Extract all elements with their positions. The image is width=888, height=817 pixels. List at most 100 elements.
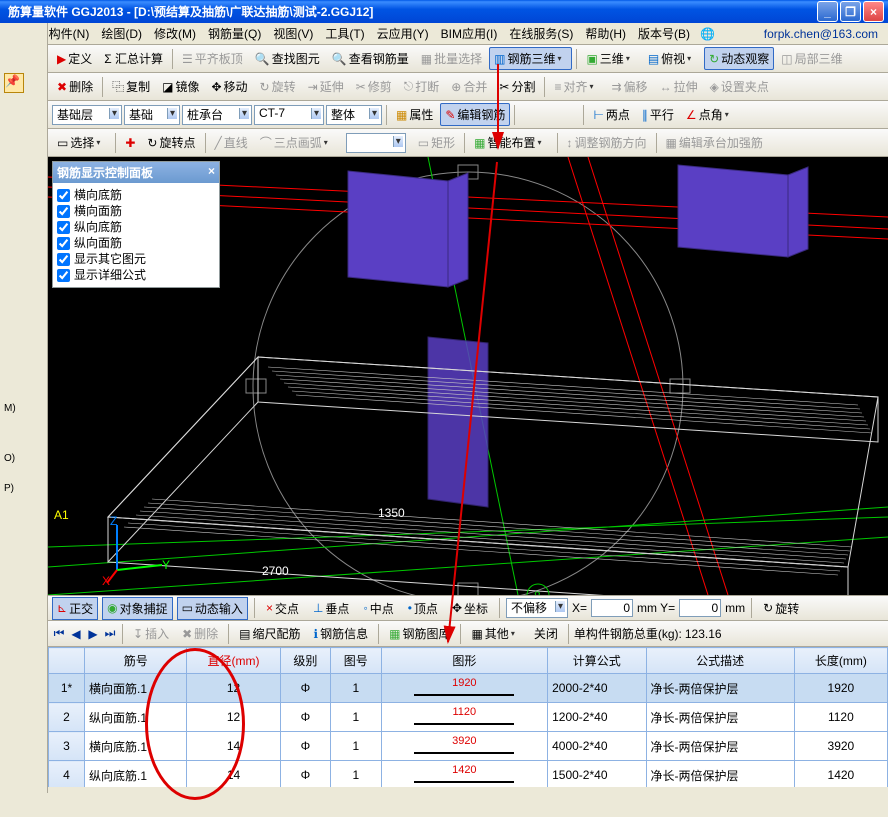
properties-button[interactable]: ▦属性 [391, 103, 438, 126]
view-3d-button[interactable]: ▣三维▾ [581, 47, 640, 70]
set-grip-button[interactable]: ◈设置夹点 [705, 75, 774, 98]
flat-top-button[interactable]: ☰平齐板顶 [177, 47, 248, 70]
category-dropdown[interactable]: 基础 [124, 105, 180, 125]
viewport-3d[interactable]: 1350 2700 A1 8 Z Y X 钢筋显示控制面板× 横向底筋横向面筋纵… [48, 157, 888, 595]
extend-button[interactable]: ⇥延伸 [303, 75, 349, 98]
panel-checkbox[interactable]: 显示其它图元 [57, 251, 215, 267]
panel-close-icon[interactable]: × [208, 164, 215, 181]
rect-button[interactable]: ▭矩形 [413, 131, 460, 154]
rebar-3d-button[interactable]: ▥钢筋三维▾ [489, 47, 572, 70]
column-header[interactable]: 公式描述 [646, 648, 794, 674]
rebar-library-button[interactable]: ▦钢筋图库 [384, 622, 455, 645]
maximize-button[interactable]: ❐ [840, 1, 861, 22]
dyninput-toggle[interactable]: ▭动态输入 [177, 597, 248, 620]
rebar-info-button[interactable]: ℹ钢筋信息 [309, 622, 374, 645]
column-header[interactable]: 计算公式 [548, 648, 646, 674]
rebar-display-panel[interactable]: 钢筋显示控制面板× 横向底筋横向面筋纵向底筋纵向面筋显示其它图元显示详细公式 [52, 161, 220, 288]
menu-item[interactable]: 钢筋量(Q) [202, 27, 267, 41]
panel-checkbox[interactable]: 横向底筋 [57, 187, 215, 203]
menu-item[interactable]: 修改(M) [148, 27, 202, 41]
define-button[interactable]: ▶定义 [52, 47, 97, 70]
scale-rebar-button[interactable]: ▤缩尺配筋 [234, 622, 305, 645]
rotate-toggle[interactable]: ↻旋转 [758, 597, 804, 620]
merge-button[interactable]: ⊕合并 [446, 75, 492, 98]
table-row[interactable]: 2纵向面筋.112Φ111201200-2*40净长-两倍保护层1120 [49, 703, 888, 732]
pin-icon[interactable]: 📌 [4, 73, 24, 93]
mirror-button[interactable]: ◪镜像 [157, 75, 204, 98]
check-rebar-button[interactable]: 🔍查看钢筋量 [327, 47, 414, 70]
minimize-button[interactable]: _ [817, 1, 838, 22]
rebar-grid[interactable]: 筋号直径(mm)级别图号图形计算公式公式描述长度(mm) 1*横向面筋.112Φ… [48, 647, 888, 787]
move-button[interactable]: ✥移动 [206, 75, 252, 98]
select-button[interactable]: ▭选择▾ [52, 131, 111, 154]
two-point-button[interactable]: ⊢两点 [588, 103, 634, 126]
dot-angle-button[interactable]: ∠点角 ▾ [681, 103, 740, 126]
panel-checkbox[interactable]: 显示详细公式 [57, 267, 215, 283]
nav-prev[interactable]: ◀ [69, 627, 83, 641]
local-3d-button[interactable]: ◫局部三维 [776, 47, 847, 70]
panel-checkbox[interactable]: 纵向面筋 [57, 235, 215, 251]
close-grid-button[interactable]: 关闭 [529, 622, 563, 645]
menu-item[interactable]: 绘图(D) [95, 27, 148, 41]
parallel-button[interactable]: ∥平行 [637, 103, 679, 126]
snap-coord[interactable]: ✥坐标 [447, 597, 493, 620]
smart-layout-button[interactable]: ▦智能布置▾ [469, 131, 552, 154]
ortho-toggle[interactable]: ⊾正交 [52, 597, 98, 620]
nav-next[interactable]: ▶ [86, 627, 100, 641]
column-header[interactable]: 直径(mm) [187, 648, 280, 674]
menu-item[interactable]: 帮助(H) [579, 27, 632, 41]
panel-header[interactable]: 钢筋显示控制面板× [53, 162, 219, 183]
cloud-icon[interactable]: 🌐 [700, 27, 715, 41]
snap-intersect[interactable]: ×交点 [261, 597, 304, 620]
panel-checkbox[interactable]: 纵向底筋 [57, 219, 215, 235]
batch-select-button[interactable]: ▦批量选择 [416, 47, 487, 70]
menu-item[interactable]: 视图(V) [267, 27, 319, 41]
stretch-button[interactable]: ↔拉伸 [655, 75, 703, 98]
table-row[interactable]: 1*横向面筋.112Φ119202000-2*40净长-两倍保护层1920 [49, 674, 888, 703]
snap-end[interactable]: •顶点 [403, 597, 443, 620]
grid-delete-button[interactable]: ✖删除 [177, 622, 223, 645]
component-dropdown[interactable]: CT-7 [254, 105, 324, 125]
y-input[interactable] [679, 599, 721, 617]
copy-button[interactable]: ⿻复制 [107, 75, 155, 98]
column-header[interactable]: 图号 [331, 648, 381, 674]
dropdown-button[interactable] [341, 130, 411, 156]
panel-checkbox[interactable]: 横向面筋 [57, 203, 215, 219]
line-button[interactable]: ╱直线 [210, 131, 253, 154]
snap-perp[interactable]: ⊥垂点 [308, 597, 354, 620]
osnap-toggle[interactable]: ◉对象捕捉 [102, 597, 173, 620]
find-element-button[interactable]: 🔍查找图元 [250, 47, 325, 70]
type-dropdown[interactable]: 桩承台 [182, 105, 252, 125]
layer-dropdown[interactable]: 基础层 [52, 105, 122, 125]
edit-rebar-button[interactable]: ✎编辑钢筋 [440, 103, 510, 126]
nav-first[interactable]: ⏮ [52, 626, 66, 641]
menu-item[interactable]: 在线服务(S) [503, 27, 579, 41]
column-header[interactable]: 图形 [381, 648, 548, 674]
trim-button[interactable]: ✂修剪 [351, 75, 397, 98]
menu-item[interactable]: 构件(N) [43, 27, 96, 41]
snap-mid[interactable]: ◦中点 [358, 597, 398, 620]
rotate-point-button[interactable]: ↻旋转点 [142, 131, 200, 154]
delete-button[interactable]: ✖删除 [52, 75, 98, 98]
table-row[interactable]: 4纵向底筋.114Φ114201500-2*40净长-两倍保护层1420 [49, 761, 888, 788]
nav-last[interactable]: ⏭ [103, 626, 117, 641]
column-header[interactable]: 筋号 [85, 648, 187, 674]
reinforce-button[interactable]: ▦编辑承台加强筋 [661, 131, 768, 154]
column-header[interactable]: 级别 [280, 648, 330, 674]
perspective-button[interactable]: ▤俯视▾ [643, 47, 702, 70]
grid-insert-button[interactable]: ↧插入 [128, 622, 174, 645]
menu-item[interactable]: 云应用(Y) [371, 27, 435, 41]
offset-button[interactable]: ⇉偏移 [606, 75, 652, 98]
align-button[interactable]: ≡对齐▾ [549, 75, 604, 98]
other-button[interactable]: ▦其他▾ [466, 622, 525, 645]
summary-button[interactable]: Σ 汇总计算 [99, 47, 168, 70]
table-row[interactable]: 3横向底筋.114Φ139204000-2*40净长-两倍保护层3920 [49, 732, 888, 761]
dynamic-observe-button[interactable]: ↻动态观察 [704, 47, 774, 70]
adjust-rebar-button[interactable]: ↕调整钢筋方向 [562, 131, 652, 154]
close-button[interactable]: × [863, 1, 884, 22]
menu-item[interactable]: 版本号(B) [632, 27, 696, 41]
part-dropdown[interactable]: 整体 [326, 105, 382, 125]
menu-item[interactable]: 工具(T) [319, 27, 370, 41]
menu-item[interactable]: BIM应用(I) [435, 27, 504, 41]
offset-dropdown[interactable]: 不偏移 [506, 598, 568, 618]
